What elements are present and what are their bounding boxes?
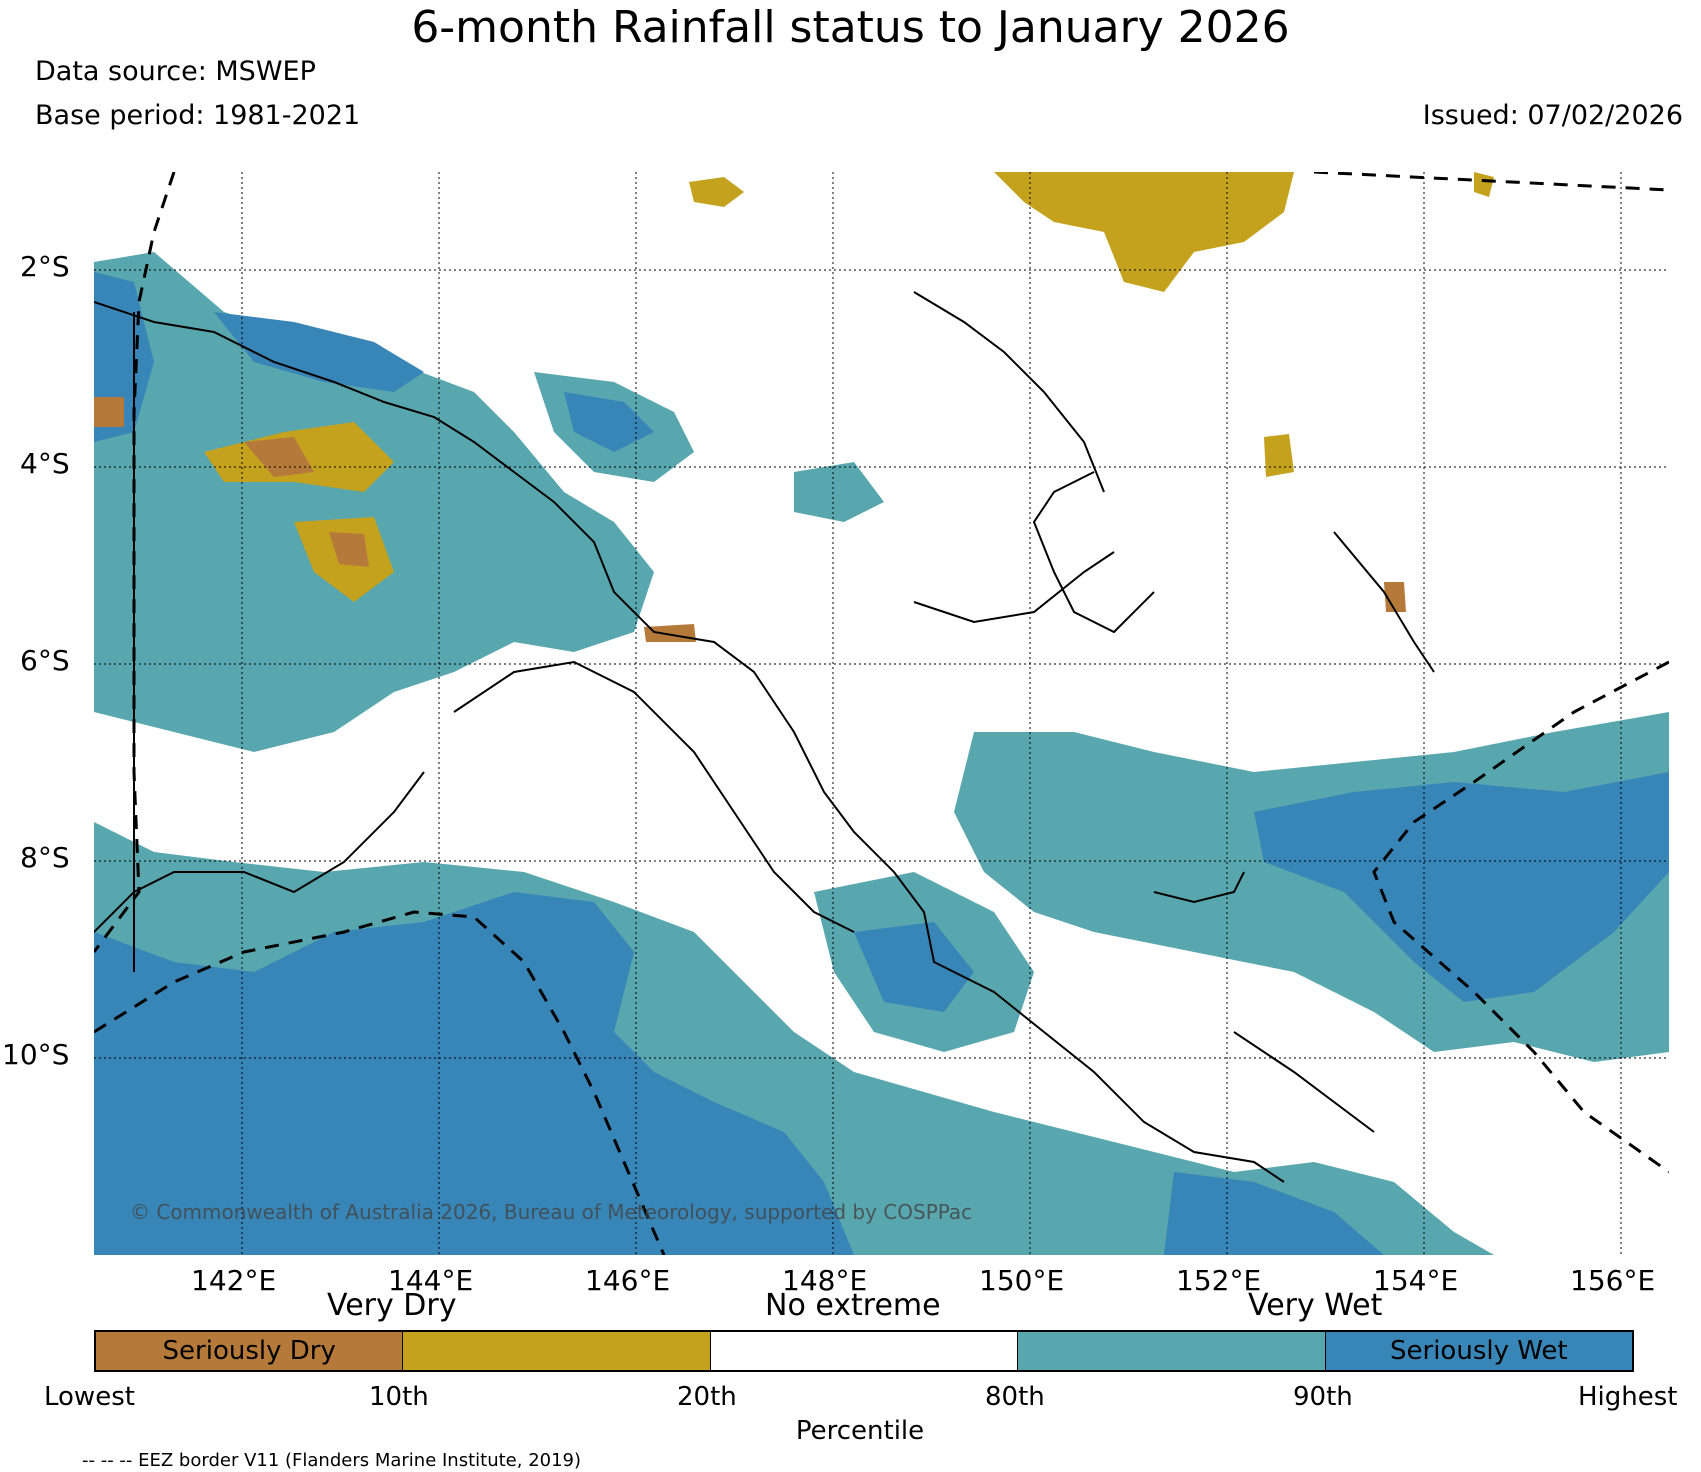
wet-region-west-teal — [94, 252, 654, 752]
legend-very-dry-label: Very Dry — [327, 1288, 457, 1323]
wet-region-sepik-blue — [564, 392, 654, 452]
colorbar-very-wet — [1018, 1332, 1326, 1370]
colorbar-seriously-dry-label: Seriously Dry — [162, 1336, 336, 1366]
dry-region-bougainville — [1384, 582, 1406, 612]
dry-region-nw-corner — [1474, 172, 1494, 197]
colorbar-no-extreme — [710, 1332, 1019, 1370]
lat-label-10s: 10°S — [2, 1038, 70, 1071]
dry-region-north-island — [689, 177, 744, 207]
legend-no-extreme-label: No extreme — [765, 1288, 941, 1323]
colorbar-very-dry — [403, 1332, 711, 1370]
lat-label-6s: 6°S — [20, 644, 70, 677]
wet-region-north-coast-blue — [214, 312, 424, 392]
tick-highest: Highest — [1578, 1382, 1678, 1412]
copyright-notice: © Commonwealth of Australia 2026, Bureau… — [130, 1200, 972, 1224]
wet-region-nbritain-teal — [794, 462, 884, 522]
data-source-label: Data source: MSWEP — [35, 56, 316, 87]
tick-20th: 20th — [677, 1382, 737, 1412]
lon-label-148e: 148°E — [782, 1264, 868, 1297]
lon-label-150e: 150°E — [979, 1264, 1065, 1297]
dry-region-bismarck-sea — [994, 172, 1294, 292]
tick-10th: 10th — [369, 1382, 429, 1412]
lon-label-152e: 152°E — [1176, 1264, 1262, 1297]
issued-date-label: Issued: 07/02/2026 — [1422, 100, 1683, 131]
colorbar-seriously-wet: Seriously Wet — [1325, 1332, 1633, 1370]
percentile-axis-label: Percentile — [795, 1416, 925, 1446]
wet-region-solomon-blue — [1164, 1172, 1384, 1255]
map-title: 6-month Rainfall status to January 2026 — [411, 2, 1290, 53]
colorbar-seriously-wet-label: Seriously Wet — [1390, 1336, 1568, 1366]
tick-lowest: Lowest — [44, 1382, 135, 1412]
lat-label-8s: 8°S — [20, 841, 70, 874]
lat-label-2s: 2°S — [20, 250, 70, 283]
graticule — [94, 172, 1669, 1255]
dry-region-highlands-4 — [329, 532, 369, 567]
base-period-label: Base period: 1981-2021 — [35, 100, 361, 131]
wet-region-south-blue — [94, 892, 854, 1255]
rainfall-map: © Commonwealth of Australia 2026, Bureau… — [94, 172, 1669, 1255]
dry-region-new-ireland — [1264, 434, 1294, 477]
lat-label-4s: 4°S — [20, 447, 70, 480]
legend-very-wet-label: Very Wet — [1248, 1288, 1383, 1323]
coastlines — [94, 291, 1435, 1183]
lon-label-144e: 144°E — [388, 1264, 474, 1297]
colorbar-seriously-dry: Seriously Dry — [96, 1332, 404, 1370]
dry-region-highlands-2 — [244, 437, 314, 477]
tick-80th: 80th — [985, 1382, 1045, 1412]
dry-region-west-edge — [94, 397, 124, 427]
dry-region-central — [644, 624, 696, 642]
eez-footnote: -- -- -- EEZ border V11 (Flanders Marine… — [82, 1450, 582, 1471]
lon-label-154e: 154°E — [1373, 1264, 1459, 1297]
tick-90th: 90th — [1293, 1382, 1353, 1412]
wet-region-east-blue — [1254, 772, 1669, 1002]
lon-label-142e: 142°E — [191, 1264, 277, 1297]
lon-label-146e: 146°E — [585, 1264, 671, 1297]
lon-label-156e: 156°E — [1570, 1264, 1656, 1297]
wet-region-mid-blue — [854, 922, 974, 1012]
colorbar: Seriously Dry Seriously Wet — [94, 1330, 1634, 1372]
